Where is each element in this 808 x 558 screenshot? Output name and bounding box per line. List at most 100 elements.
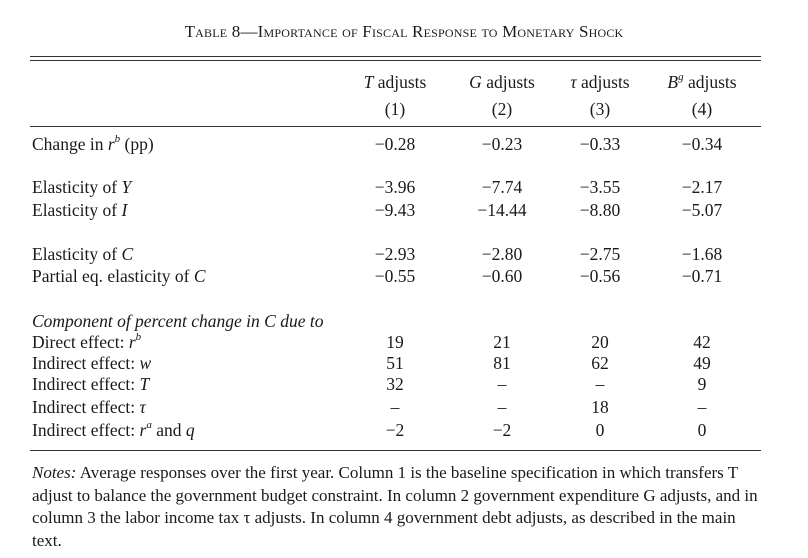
table-cell: – (497, 397, 507, 417)
table-cell: – (595, 374, 605, 394)
table-row: Elasticity of Y −3.96 −7.74 −3.55 −2.17 (30, 176, 761, 198)
column-header-3: τ adjusts (540, 71, 660, 93)
table-cell: 9 (697, 374, 707, 394)
column-header-row: T adjusts G adjusts τ adjusts Bg adjusts (30, 71, 761, 93)
row-label-var: r (139, 420, 147, 440)
notes-lead: Notes: (32, 463, 77, 482)
row-label: Indirect effect: T (32, 373, 149, 395)
row-label-text: Indirect effect: (32, 397, 140, 417)
row-label-var: T (139, 374, 150, 394)
table-row: Elasticity of I −9.43 −14.44 −8.80 −5.07 (30, 199, 761, 221)
row-label: Elasticity of C (32, 243, 133, 265)
table-cell: −2.80 (481, 244, 523, 264)
row-label: Indirect effect: ra and q (32, 419, 195, 441)
column-number-2: (2) (491, 99, 513, 119)
table-row: Elasticity of C −2.93 −2.80 −2.75 −1.68 (30, 243, 761, 265)
column-number-row: (1) (2) (3) (4) (30, 98, 761, 120)
row-label: Indirect effect: τ (32, 396, 146, 418)
row-label-text: Elasticity of (32, 200, 122, 220)
row-label-sup: a (146, 419, 152, 432)
table-cell: 32 (386, 374, 404, 394)
table-row: Indirect effect: w 51 81 62 49 (30, 352, 761, 374)
table-cell: −2 (385, 420, 405, 440)
row-label-sup: b (114, 133, 121, 146)
table-cell: −0.23 (481, 134, 523, 154)
row-label-var: w (139, 353, 152, 373)
table-cell: −2.93 (374, 244, 416, 264)
table-cell: 21 (493, 332, 511, 352)
column-header-3-text: adjusts (576, 72, 630, 92)
row-label-text: Elasticity of (32, 244, 122, 264)
table-cell: −0.33 (579, 134, 621, 154)
column-header-4: Bg adjusts (642, 71, 762, 93)
table-title: Table 8—Importance of Fiscal Response to… (0, 22, 808, 42)
table-cell: −2 (492, 420, 512, 440)
table-row: Indirect effect: T 32 – – 9 (30, 373, 761, 395)
row-label: Direct effect: rb (32, 331, 141, 353)
top-rule-2 (30, 60, 761, 61)
column-header-2: G adjusts (442, 71, 562, 93)
row-label-text: Indirect effect: (32, 353, 140, 373)
table-cell: −0.60 (481, 266, 523, 286)
table-cell: 62 (591, 353, 609, 373)
table-row: Direct effect: rb 19 21 20 42 (30, 331, 761, 353)
table-cell: −8.80 (579, 200, 621, 220)
column-header-2-var: G (469, 72, 482, 92)
row-label-var: I (121, 200, 128, 220)
row-label-var: Y (121, 177, 132, 197)
table-cell: 49 (693, 353, 711, 373)
table-cell: −0.28 (374, 134, 416, 154)
table-title-prefix: Table 8— (184, 22, 258, 41)
table-cell: −2.75 (579, 244, 621, 264)
row-label-var: r (128, 332, 136, 352)
table-cell: −3.55 (579, 177, 621, 197)
row-label-var: C (193, 266, 206, 286)
table-cell: – (497, 374, 507, 394)
row-label-text: Direct effect: (32, 332, 129, 352)
notes-text: Average responses over the first year. C… (32, 463, 758, 550)
column-header-1-text: adjusts (373, 72, 427, 92)
table-cell: 0 (697, 420, 707, 440)
column-header-3-var: τ (570, 72, 577, 92)
column-header-4-text: adjusts (683, 72, 737, 92)
table-cell: – (390, 397, 400, 417)
table-cell: 19 (386, 332, 404, 352)
table-cell: −7.74 (481, 177, 523, 197)
row-label: Partial eq. elasticity of C (32, 265, 206, 287)
table-title-text: Importance of Fiscal Response to Monetar… (257, 22, 624, 41)
column-header-4-sup: g (678, 71, 684, 84)
row-label: Indirect effect: w (32, 352, 151, 374)
table-row: Change in rb (pp) −0.28 −0.23 −0.33 −0.3… (30, 133, 761, 155)
row-label-sup: b (135, 331, 142, 344)
row-label-text: Change in (32, 134, 108, 154)
table-cell: 51 (386, 353, 404, 373)
table-row: Partial eq. elasticity of C −0.55 −0.60 … (30, 265, 761, 287)
table-cell: −0.56 (579, 266, 621, 286)
table-cell: −0.55 (374, 266, 416, 286)
column-number-4: (4) (691, 99, 713, 119)
section-heading: Component of percent change in C due to (32, 311, 324, 331)
column-header-2-text: adjusts (481, 72, 535, 92)
top-rule-1 (30, 56, 761, 57)
row-label-connector: and (151, 420, 186, 440)
row-label: Elasticity of I (32, 199, 127, 221)
table-cell: −3.96 (374, 177, 416, 197)
bottom-rule (30, 450, 761, 451)
table-cell: −0.71 (681, 266, 723, 286)
column-header-1: T adjusts (335, 71, 455, 93)
table-row: Indirect effect: ra and q −2 −2 0 0 (30, 419, 761, 441)
table-cell: −2.17 (681, 177, 723, 197)
row-label-var: C (121, 244, 134, 264)
table-cell: −14.44 (477, 200, 527, 220)
table-cell: 42 (693, 332, 711, 352)
row-label-text: Elasticity of (32, 177, 122, 197)
row-label-text: Partial eq. elasticity of (32, 266, 194, 286)
table-cell: 0 (595, 420, 605, 440)
row-label-text: Indirect effect: (32, 374, 140, 394)
row-label-var2: q (185, 420, 195, 440)
row-label: Change in rb (pp) (32, 133, 154, 155)
table-cell: 20 (591, 332, 609, 352)
row-label-var: τ (139, 397, 146, 417)
table-cell: −0.34 (681, 134, 723, 154)
table-cell: −9.43 (374, 200, 416, 220)
